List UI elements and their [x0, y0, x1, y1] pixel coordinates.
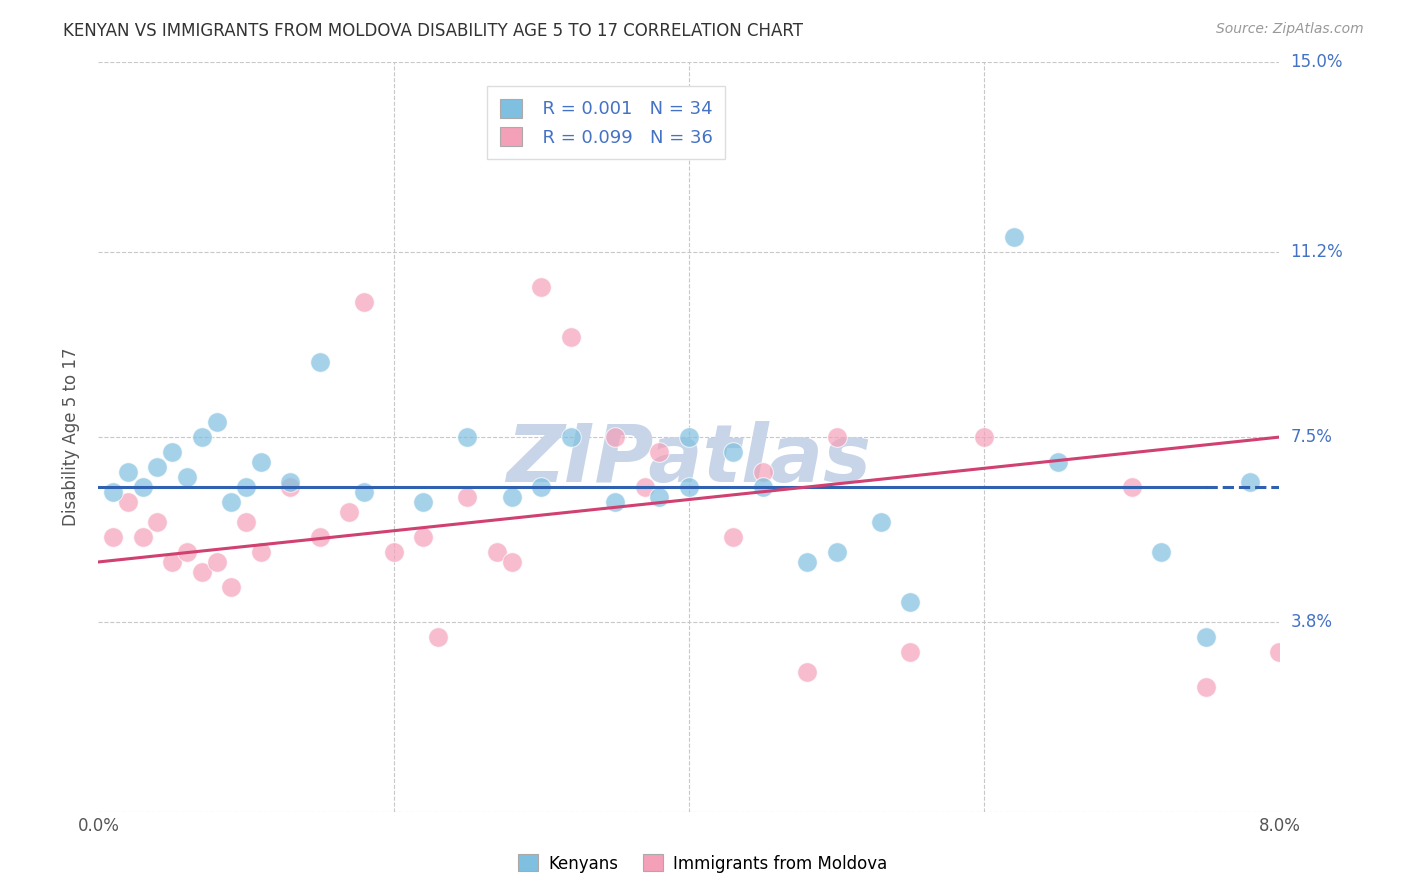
Point: [678, 480, 700, 494]
Point: [723, 530, 745, 544]
Point: [605, 495, 627, 509]
Text: KENYAN VS IMMIGRANTS FROM MOLDOVA DISABILITY AGE 5 TO 17 CORRELATION CHART: KENYAN VS IMMIGRANTS FROM MOLDOVA DISABI…: [63, 22, 803, 40]
Point: [796, 555, 818, 569]
Point: [132, 480, 155, 494]
Point: [309, 355, 332, 369]
Point: [752, 480, 775, 494]
Point: [900, 645, 922, 659]
Point: [353, 485, 375, 500]
Point: [634, 480, 657, 494]
Point: [235, 480, 257, 494]
Point: [1046, 455, 1070, 469]
Point: [1268, 645, 1291, 659]
Point: [191, 565, 214, 579]
Point: [560, 330, 582, 344]
Point: [162, 445, 183, 459]
Point: [176, 545, 198, 559]
Text: 11.2%: 11.2%: [1291, 244, 1343, 261]
Point: [382, 545, 405, 559]
Point: [353, 295, 375, 310]
Point: [1121, 480, 1143, 494]
Y-axis label: Disability Age 5 to 17: Disability Age 5 to 17: [62, 348, 80, 526]
Point: [825, 545, 848, 559]
Point: [309, 530, 332, 544]
Point: [412, 530, 434, 544]
Point: [235, 515, 257, 529]
Text: 7.5%: 7.5%: [1291, 428, 1333, 446]
Point: [1150, 545, 1173, 559]
Point: [1195, 680, 1218, 694]
Point: [486, 545, 509, 559]
Point: [501, 555, 523, 569]
Point: [132, 530, 155, 544]
Point: [191, 430, 214, 444]
Text: 3.8%: 3.8%: [1291, 613, 1333, 631]
Point: [250, 455, 273, 469]
Point: [457, 430, 479, 444]
Point: [176, 470, 198, 484]
Point: [1195, 630, 1218, 644]
Point: [457, 490, 479, 504]
Point: [870, 515, 893, 529]
Point: [973, 430, 995, 444]
Point: [530, 280, 553, 294]
Point: [900, 595, 922, 609]
Point: [103, 530, 125, 544]
Legend: Kenyans, Immigrants from Moldova: Kenyans, Immigrants from Moldova: [512, 847, 894, 880]
Legend:   R = 0.001   N = 34,   R = 0.099   N = 36: R = 0.001 N = 34, R = 0.099 N = 36: [488, 87, 725, 160]
Text: ZIPatlas: ZIPatlas: [506, 420, 872, 499]
Point: [221, 580, 243, 594]
Point: [205, 415, 228, 429]
Point: [412, 495, 434, 509]
Point: [280, 480, 302, 494]
Point: [825, 430, 848, 444]
Point: [501, 490, 523, 504]
Point: [117, 495, 139, 509]
Point: [221, 495, 243, 509]
Point: [648, 445, 671, 459]
Point: [560, 430, 582, 444]
Point: [146, 460, 169, 475]
Point: [1239, 475, 1261, 489]
Point: [427, 630, 450, 644]
Point: [146, 515, 169, 529]
Point: [796, 665, 818, 679]
Point: [723, 445, 745, 459]
Point: [339, 505, 361, 519]
Point: [250, 545, 273, 559]
Point: [605, 430, 627, 444]
Point: [752, 465, 775, 479]
Point: [678, 430, 700, 444]
Point: [205, 555, 228, 569]
Point: [103, 485, 125, 500]
Point: [648, 490, 671, 504]
Point: [117, 465, 139, 479]
Text: Source: ZipAtlas.com: Source: ZipAtlas.com: [1216, 22, 1364, 37]
Point: [530, 480, 553, 494]
Text: 15.0%: 15.0%: [1291, 54, 1343, 71]
Point: [1002, 230, 1025, 244]
Point: [280, 475, 302, 489]
Point: [678, 130, 700, 145]
Point: [162, 555, 183, 569]
